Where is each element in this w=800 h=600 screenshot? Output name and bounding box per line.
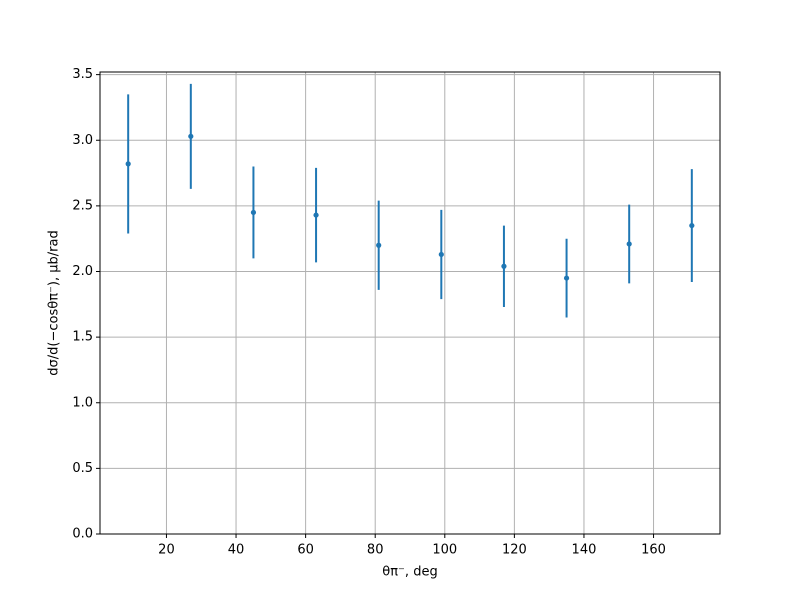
x-tick-label: 100 xyxy=(432,543,457,558)
data-point xyxy=(125,161,131,167)
x-tick-label: 140 xyxy=(572,543,597,558)
y-tick-label: 3.5 xyxy=(72,67,93,82)
y-tick-label: 1.5 xyxy=(72,330,93,345)
y-tick-label: 2.5 xyxy=(72,198,93,213)
y-tick-label: 0.0 xyxy=(72,527,93,542)
data-point xyxy=(376,242,382,248)
x-tick-label: 40 xyxy=(228,543,245,558)
y-axis-label: dσ/d(−cosθπ⁻), μb/rad xyxy=(47,230,62,375)
data-point xyxy=(188,133,194,139)
y-tick-label: 1.0 xyxy=(72,395,93,410)
data-point xyxy=(250,209,257,216)
data-point xyxy=(501,263,507,269)
data-point xyxy=(313,212,319,218)
y-tick-label: 3.0 xyxy=(72,133,93,148)
plot-frame xyxy=(99,71,721,535)
x-tick-label: 80 xyxy=(367,543,384,558)
x-axis-label: θπ⁻, deg xyxy=(382,565,437,580)
data-point xyxy=(438,251,444,258)
x-tick-label: 60 xyxy=(297,543,314,558)
y-tick-label: 2.0 xyxy=(72,264,93,279)
data-point xyxy=(689,222,695,229)
x-tick-label: 160 xyxy=(641,543,666,558)
x-tick-label: 20 xyxy=(158,543,175,558)
x-tick-label: 120 xyxy=(502,543,527,558)
data-point xyxy=(563,275,570,281)
data-point xyxy=(626,241,632,247)
y-tick-label: 0.5 xyxy=(72,461,93,476)
